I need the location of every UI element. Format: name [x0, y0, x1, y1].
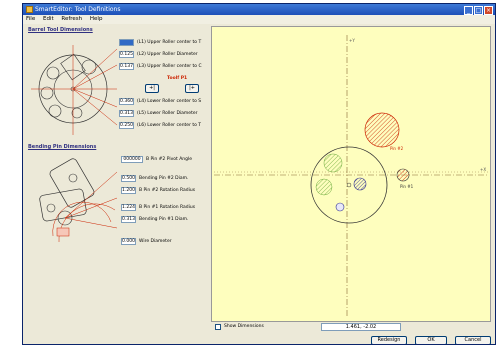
dimensions-panel: Barrel Tool Dimensions (L1) Upper Roller…	[25, 26, 209, 322]
pin1-rotation-radius-field[interactable]: 1.224	[121, 204, 136, 211]
pin2-rotation-radius-label: B Pin #2 Rotation Radius	[139, 188, 196, 193]
maximize-button[interactable]: □	[474, 6, 483, 15]
upper-roller-center-t-field[interactable]	[119, 39, 134, 46]
upper-roller-circle	[323, 153, 343, 173]
pin2-label: Pin #2	[390, 146, 404, 151]
tool-drawing-svg: +Y +X Pin #2 Pin #1	[214, 35, 488, 317]
lower-roller-diameter-label: (L5) Lower Roller Diameter	[137, 111, 198, 116]
upper-roller-diameter-label: (L2) Upper Roller Diameter	[137, 52, 198, 57]
barrel-tool-diagram	[31, 45, 118, 135]
y-axis-label: +Y	[349, 38, 355, 43]
pin2-pivot-angle-label: B Pin #2 Pivot Angle	[146, 157, 193, 162]
ok-button[interactable]: OK	[415, 336, 447, 344]
tool-definitions-window: SmartEditor: Tool Definitions _ □ × File E…	[22, 3, 496, 345]
coordinates-readout: 1.461, -2.02	[321, 323, 401, 331]
spin-right-button[interactable]: |+	[185, 84, 199, 93]
bending-pin-diagram	[39, 158, 118, 243]
redesign-button[interactable]: Redesign	[371, 336, 407, 344]
cancel-button[interactable]: Cancel	[455, 336, 491, 344]
footer-bar: Show Dimensions 1.461, -2.02 Redesign OK…	[23, 322, 495, 344]
menu-help[interactable]: Help	[89, 16, 103, 22]
title-bar: SmartEditor: Tool Definitions _ □ ×	[23, 4, 495, 15]
wire-diameter-field[interactable]: 0.000	[121, 238, 136, 245]
minimize-button[interactable]: _	[464, 6, 473, 15]
tool-point-label: Toolf P1	[167, 76, 188, 81]
menu-edit[interactable]: Edit	[42, 16, 54, 22]
small-roller-circle	[335, 202, 345, 212]
center-roller-circle	[353, 177, 367, 191]
menu-bar: File Edit Refresh Help	[23, 15, 495, 24]
barrel-section-title: Barrel Tool Dimensions	[28, 27, 93, 33]
app-icon	[26, 6, 33, 13]
upper-roller-center-c-field[interactable]: 0.137	[119, 63, 134, 70]
tool-center-circle	[346, 182, 352, 188]
pin1-circle	[396, 168, 410, 182]
window-title: SmartEditor: Tool Definitions	[35, 6, 121, 13]
lower-roller-center-s-field[interactable]: 0.360	[119, 98, 134, 105]
pin2-diameter-field[interactable]: 0.500	[121, 175, 136, 182]
tool-drawing-canvas[interactable]: +Y +X Pin #2 Pin #1	[211, 26, 491, 322]
pin2-rotation-radius-field[interactable]: 1.200	[121, 187, 136, 194]
menu-file[interactable]: File	[26, 16, 36, 22]
x-axis-label: +X	[480, 167, 486, 172]
pin2-circle	[364, 112, 400, 148]
upper-roller-center-t-label: (L1) Upper Roller center to T	[137, 40, 202, 45]
pin1-diameter-label: Bending Pin #1 Diam.	[139, 217, 189, 222]
window-controls: _ □ ×	[463, 5, 493, 15]
close-button[interactable]: ×	[484, 6, 493, 15]
lower-roller-circle	[315, 178, 333, 196]
bending-section-title: Bending Pin Dimensions	[28, 144, 97, 150]
lower-roller-diameter-field[interactable]: 0.313	[119, 110, 134, 117]
pin2-diameter-label: Bending Pin #2 Diam.	[139, 176, 189, 181]
show-dimensions-checkbox[interactable]	[215, 324, 221, 330]
lower-roller-center-t-label: (L6) Lower Roller center to T	[137, 123, 202, 128]
tool-outer-circle	[310, 146, 388, 224]
wire-diameter-label: Wire Diameter	[139, 239, 172, 244]
spin-left-button[interactable]: +|	[145, 84, 159, 93]
pin1-rotation-radius-label: B Pin #1 Rotation Radius	[139, 205, 196, 210]
pin1-diameter-field[interactable]: 0.313	[121, 216, 136, 223]
lower-roller-center-t-field[interactable]: 0.250	[119, 122, 134, 129]
upper-roller-diameter-field[interactable]: 0.125	[119, 51, 134, 58]
pin1-label: Pin #1	[400, 184, 414, 189]
upper-roller-center-c-label: (L3) Upper Roller center to C	[137, 64, 202, 69]
pin2-pivot-angle-field[interactable]: 000000	[121, 156, 143, 163]
show-dimensions-label: Show Dimensions	[224, 324, 264, 329]
lower-roller-center-s-label: (L4) Lower Roller center to S	[137, 99, 202, 104]
menu-refresh[interactable]: Refresh	[61, 16, 83, 22]
